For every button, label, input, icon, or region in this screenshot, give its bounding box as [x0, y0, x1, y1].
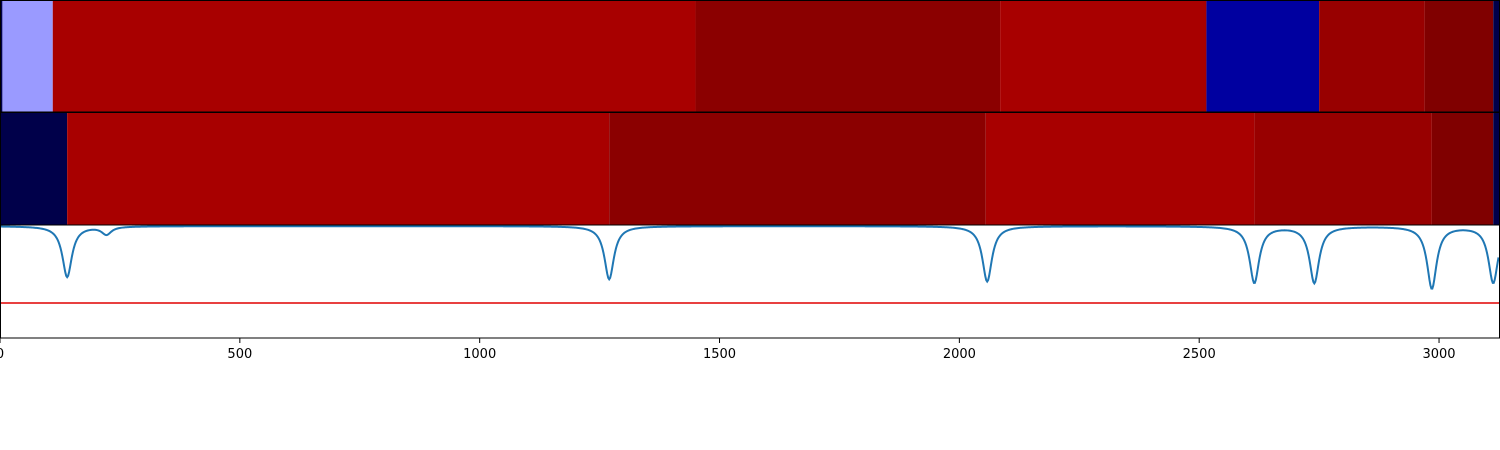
x-tick-label: 2500	[1183, 347, 1216, 362]
heatmap-cell	[609, 113, 986, 225]
heatmap-cell	[52, 1, 696, 112]
heatmap-cell	[1206, 1, 1320, 112]
x-axis: 0 500 1000 1500 2000 2500 3000	[0, 338, 1456, 362]
heatmap-cell	[0, 1, 3, 112]
heatmap-cell	[1493, 113, 1499, 225]
heatmap-cell	[1319, 1, 1425, 112]
x-tick-label: 1000	[463, 347, 496, 362]
heatmap-cell	[1431, 113, 1494, 225]
heatmap-cell	[695, 1, 1001, 112]
heatmap-cell	[0, 113, 68, 225]
heatmap-row-middle	[0, 112, 1500, 226]
heatmap-cell	[2, 1, 53, 112]
panel-frame	[0, 224, 1500, 339]
heatmap-cell	[1424, 1, 1494, 112]
signal-line	[0, 225, 1500, 290]
heatmap-cell	[1493, 1, 1499, 112]
x-tick-label: 500	[227, 347, 252, 362]
signal-panel	[0, 224, 1500, 339]
x-tick-label: 2000	[943, 347, 976, 362]
heatmap-cell	[1254, 113, 1432, 225]
heatmap-cell	[67, 113, 610, 225]
heatmap-row-top	[0, 0, 1500, 113]
heatmap-cell	[1000, 1, 1207, 112]
heatmap-cell	[985, 113, 1255, 225]
x-tick-label: 1500	[703, 347, 736, 362]
x-tick-label: 0	[0, 347, 4, 362]
x-tick-label: 3000	[1422, 347, 1455, 362]
